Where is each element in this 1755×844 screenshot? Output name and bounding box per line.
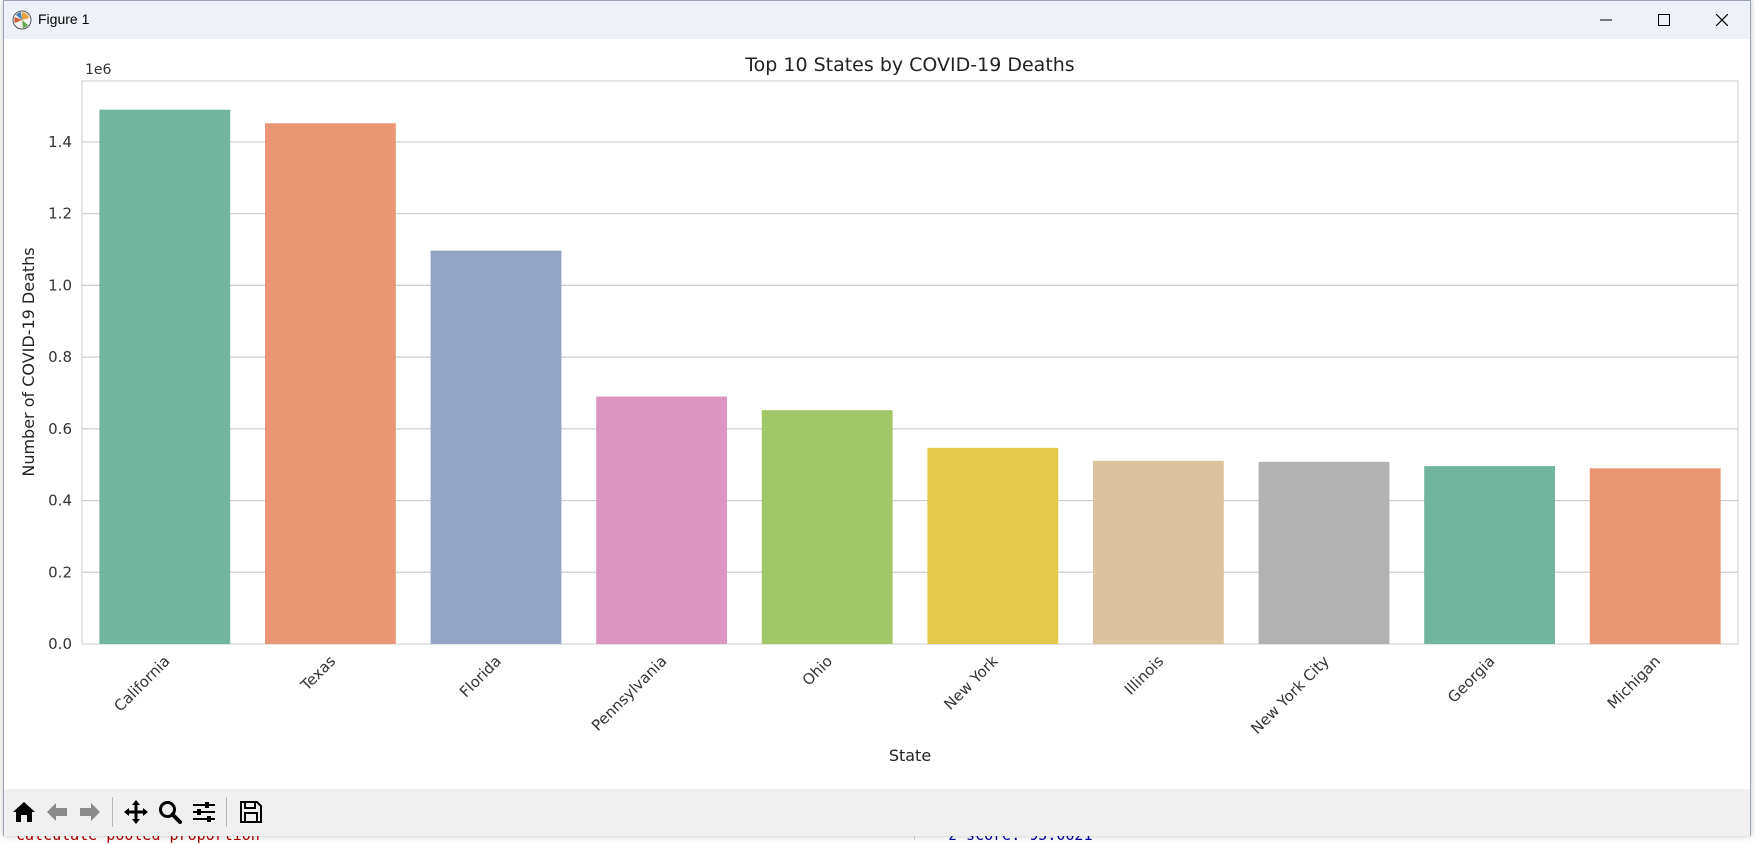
back-arrow-icon [47,803,67,821]
y-axis-label: Number of COVID-19 Deaths [19,247,38,476]
y-tick-label: 0.4 [48,492,72,510]
x-tick-label: New York [940,652,1002,714]
configure-subplots-icon [193,802,215,822]
x-tick-label: Florida [456,652,505,701]
bar-texas [264,123,396,645]
maximize-button[interactable] [1636,1,1692,39]
bar-ohio [761,410,893,644]
bar-new-york-city [1258,461,1390,644]
bars [99,109,1721,645]
figure-canvas[interactable]: 0.0 0.2 0.4 0.6 0.8 1.0 1.2 1.4 California Texas… [4,39,1750,789]
zoom-icon [159,801,182,824]
x-tick-label: Michigan [1604,652,1664,712]
maximize-icon [1658,14,1670,26]
y-tick-label: 0.2 [48,563,72,581]
close-icon [1716,14,1728,26]
toolbar-separator [112,797,113,827]
home-button[interactable] [9,797,39,827]
y-tick-label: 1.2 [48,205,72,223]
x-tick-label: Ohio [799,652,836,689]
y-tick-label: 0.6 [48,420,72,438]
x-tick-label: Pennsylvania [588,652,670,734]
y-tick-label: 1.4 [48,133,72,151]
bar-chart: 0.0 0.2 0.4 0.6 0.8 1.0 1.2 1.4 California Texas… [19,54,1739,765]
bar-california [99,109,231,645]
save-icon [240,801,262,823]
back-button[interactable] [42,797,72,827]
minimize-icon [1600,19,1612,21]
bar-pennsylvania [596,396,728,644]
y-tick-label: 1.0 [48,276,72,294]
bar-florida [430,250,562,645]
axis-offset-label: 1e6 [85,62,112,78]
y-tick-label: 0.8 [48,348,72,366]
zoom-button[interactable] [155,797,185,827]
close-button[interactable] [1694,1,1750,39]
x-tick-label: California [111,652,174,715]
matplotlib-app-icon [12,10,32,30]
save-button[interactable] [236,797,266,827]
forward-arrow-icon [80,803,100,821]
y-tick-label: 0.0 [48,635,72,653]
bar-georgia [1424,466,1556,644]
x-tick-label: Illinois [1121,652,1168,699]
bar-new-york [927,447,1059,644]
navigation-toolbar [4,789,1750,836]
chart-title: Top 10 States by COVID-19 Deaths [744,54,1074,76]
title-bar[interactable]: Figure 1 [4,1,1750,39]
toolbar-separator [226,797,227,827]
x-tick-label: New York City [1247,652,1333,738]
x-axis-label: State [889,746,931,765]
x-tick-label: Georgia [1444,652,1498,706]
bar-illinois [1092,460,1224,644]
axes-frame [81,80,1739,645]
home-icon [13,802,35,822]
figure-window: Figure 1 0.0 0.2 0.4 0.6 0.8 1.0 1.2 1.4 Califo… [3,0,1751,836]
y-tick-labels: 0.0 0.2 0.4 0.6 0.8 1.0 1.2 1.4 [48,133,72,653]
bar-michigan [1589,468,1721,644]
pan-icon [124,800,148,824]
window-title: Figure 1 [38,11,90,27]
minimize-button[interactable] [1578,1,1634,39]
pan-button[interactable] [121,797,151,827]
forward-button[interactable] [75,797,105,827]
x-tick-label: Texas [296,652,339,695]
x-tick-labels: California Texas Florida Pennsylvania Ohio Ne… [111,652,1664,738]
configure-subplots-button[interactable] [189,797,219,827]
